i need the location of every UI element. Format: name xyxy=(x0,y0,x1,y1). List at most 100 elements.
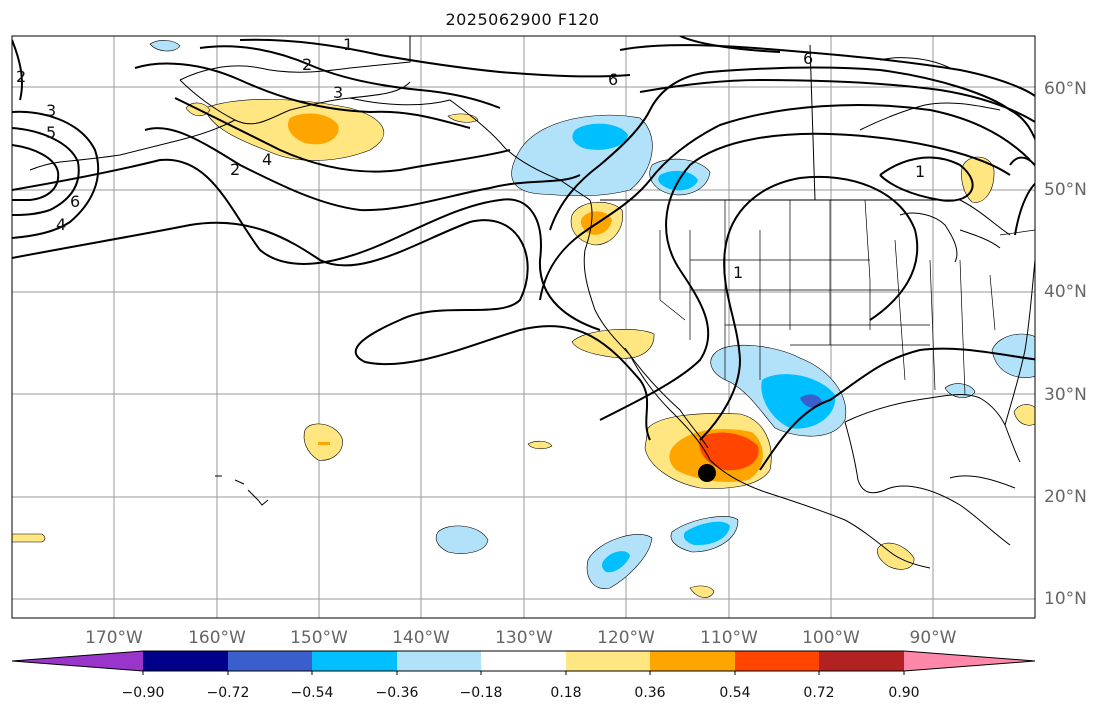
contour-line xyxy=(619,44,1035,98)
longitude-label: 140°W xyxy=(392,628,450,648)
colorbar-segment xyxy=(397,651,481,671)
map-content: 1 2 2 3 3 4 4 5 6 6 6 1 1 2 xyxy=(12,35,1035,618)
storm-position-marker xyxy=(698,464,716,482)
contour-line xyxy=(599,132,1011,421)
contour-label-group: 1 2 2 3 3 4 4 5 6 6 6 1 1 2 xyxy=(16,35,925,282)
colorbar-segment xyxy=(904,651,1035,671)
colorbar-segment xyxy=(650,651,735,671)
longitude-label: 90°W xyxy=(910,628,957,648)
longitude-label: 130°W xyxy=(495,628,553,648)
contour-line xyxy=(539,104,1031,301)
baja-peninsula xyxy=(624,347,709,449)
contour-line xyxy=(12,144,60,201)
contour-line xyxy=(549,66,1035,231)
contour-label: 2 xyxy=(302,55,312,74)
positive-anomaly-region xyxy=(12,533,46,543)
contour-line xyxy=(12,39,23,101)
longitude-label: 150°W xyxy=(290,628,348,648)
colorbar-segment xyxy=(819,651,904,671)
great-lakes xyxy=(899,212,1001,263)
contour-lines xyxy=(12,36,1035,471)
us-gulf-coast xyxy=(844,394,1021,463)
contour-label: 4 xyxy=(262,150,272,169)
positive-anomaly-core xyxy=(318,442,330,445)
colorbar xyxy=(11,650,1036,675)
contour-line xyxy=(174,97,511,173)
positive-anomaly-region xyxy=(961,156,995,203)
colorbar-tick-label: 0.54 xyxy=(719,685,750,701)
colorbar-tick-label: 0.18 xyxy=(550,685,581,701)
longitude-label: 120°W xyxy=(597,628,655,648)
longitude-label: 110°W xyxy=(700,628,758,648)
contour-label: 5 xyxy=(46,123,56,142)
latitude-label: 40°N xyxy=(1044,282,1087,302)
contour-line xyxy=(879,156,974,202)
hawaiian-islands xyxy=(215,475,269,506)
contour-line xyxy=(134,62,471,129)
graticule xyxy=(12,36,1035,618)
contour-line xyxy=(239,38,631,78)
contour-label: 1 xyxy=(343,35,353,54)
alaska-coastline xyxy=(179,36,591,201)
latitude-label: 30°N xyxy=(1044,385,1087,405)
colorbar-segment xyxy=(12,651,143,671)
contour-label: 2 xyxy=(16,67,26,86)
coastlines-and-borders xyxy=(29,36,1035,569)
contour-label: 6 xyxy=(608,70,618,89)
negative-anomaly-region xyxy=(435,525,489,554)
contour-line xyxy=(199,45,501,109)
colorbar-tick-label: −0.36 xyxy=(376,685,419,701)
contour-line xyxy=(639,78,1035,124)
contour-line xyxy=(12,127,80,216)
colorbar-segment xyxy=(228,651,312,671)
negative-anomaly-peak xyxy=(800,394,822,408)
contour-line xyxy=(759,347,1035,471)
contour-line xyxy=(144,127,581,212)
colorbar-segment xyxy=(566,651,650,671)
latitude-label: 60°N xyxy=(1044,79,1087,99)
negative-anomaly-region xyxy=(944,383,976,398)
colorbar-segment xyxy=(143,651,228,671)
aleutian-islands xyxy=(29,119,236,171)
positive-anomaly-region xyxy=(689,585,715,598)
colorbar-segment xyxy=(481,651,566,671)
anomaly-fill-areas xyxy=(12,40,1035,598)
colorbar-segment xyxy=(312,651,397,671)
cuba-coastline xyxy=(949,475,1016,489)
longitude-labels: 170°W 160°W 150°W 140°W 130°W 120°W 110°… xyxy=(85,628,957,648)
contour-label: 6 xyxy=(803,49,813,68)
map-frame xyxy=(11,35,1036,619)
contour-line xyxy=(699,175,919,441)
colorbar-tick-label: −0.54 xyxy=(291,685,334,701)
colorbar-segment xyxy=(735,651,819,671)
positive-anomaly-core xyxy=(287,113,339,145)
contour-line xyxy=(12,219,651,441)
negative-anomaly-core xyxy=(683,521,730,546)
negative-anomaly-region xyxy=(149,40,181,52)
contour-label: 1 xyxy=(915,162,925,181)
atlantic-coast xyxy=(1004,259,1035,426)
figure-title: 2025062900 F120 xyxy=(445,10,600,29)
positive-anomaly-region xyxy=(527,440,553,450)
colorbar-tick-label: −0.72 xyxy=(207,685,250,701)
contour-label: 3 xyxy=(333,83,343,102)
colorbar-tick-labels: −0.90 −0.72 −0.54 −0.36 −0.18 0.18 0.36 … xyxy=(122,685,920,701)
latitude-label: 50°N xyxy=(1044,180,1087,200)
contour-label: 3 xyxy=(46,101,56,120)
negative-anomaly-core xyxy=(761,374,836,429)
longitude-label: 100°W xyxy=(802,628,860,648)
colorbar-tick-label: 0.90 xyxy=(888,685,919,701)
colorbar-tick-label: 0.36 xyxy=(634,685,665,701)
contour-label: 1 xyxy=(733,263,743,282)
latitude-label: 10°N xyxy=(1044,589,1087,609)
colorbar-tick-label: 0.72 xyxy=(803,685,834,701)
negative-anomaly-core xyxy=(601,551,630,573)
contour-line xyxy=(12,110,100,239)
positive-anomaly-region xyxy=(1013,404,1035,426)
colorbar-tick-label: −0.18 xyxy=(460,685,503,701)
contour-line xyxy=(679,36,781,53)
latitude-label: 20°N xyxy=(1044,487,1087,507)
longitude-label: 170°W xyxy=(85,628,143,648)
